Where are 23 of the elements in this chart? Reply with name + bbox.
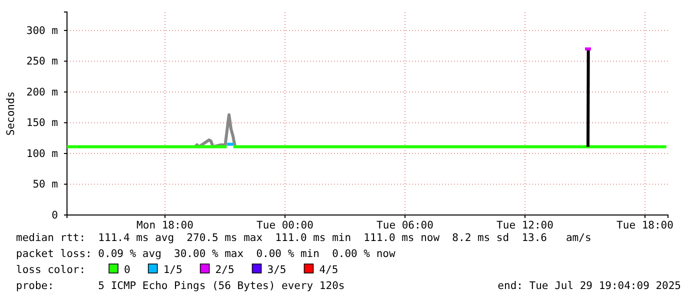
- x-tick-label: Tue 12:00: [496, 219, 554, 232]
- legend-label: 3/5: [267, 264, 286, 276]
- x-tick-label: Tue 18:00: [616, 219, 674, 232]
- x-tick-label: Tue 00:00: [256, 219, 314, 232]
- y-tick-label: 150 m: [26, 117, 58, 130]
- y-tick-label: 0: [52, 209, 58, 222]
- text: median rtt: 111.4 ms avg 270.5 ms max 111.0 ms min 111.0 ms now 8.2 ms sd 13.6 am/s: [16, 232, 592, 244]
- y-tick-label: 300 m: [26, 24, 58, 37]
- y-tick-label: 200 m: [26, 86, 58, 98]
- x-tick-label: Tue 06:00: [376, 219, 434, 232]
- x-tick-label: Mon 18:00: [136, 219, 194, 232]
- legend-label: 1/5: [163, 264, 182, 276]
- text: probe: 5 ICMP Echo Pings (56 Bytes) every 120s: [16, 280, 345, 292]
- legend-label: 2/5: [215, 264, 234, 276]
- y-tick-label: 100 m: [26, 148, 58, 160]
- y-tick-label: 250 m: [26, 56, 58, 68]
- y-tick-label: 50 m: [32, 178, 58, 191]
- text: loss color:: [16, 264, 86, 276]
- legend-label: 0: [124, 264, 130, 276]
- legend-label: 4/5: [319, 264, 338, 276]
- y-axis-title: Seconds: [5, 91, 17, 136]
- text: packet loss: 0.09 % avg 30.00 % max 0.00 % min 0.00 % now: [16, 248, 396, 260]
- text: end: Tue Jul 29 19:04:09 2025: [498, 280, 681, 292]
